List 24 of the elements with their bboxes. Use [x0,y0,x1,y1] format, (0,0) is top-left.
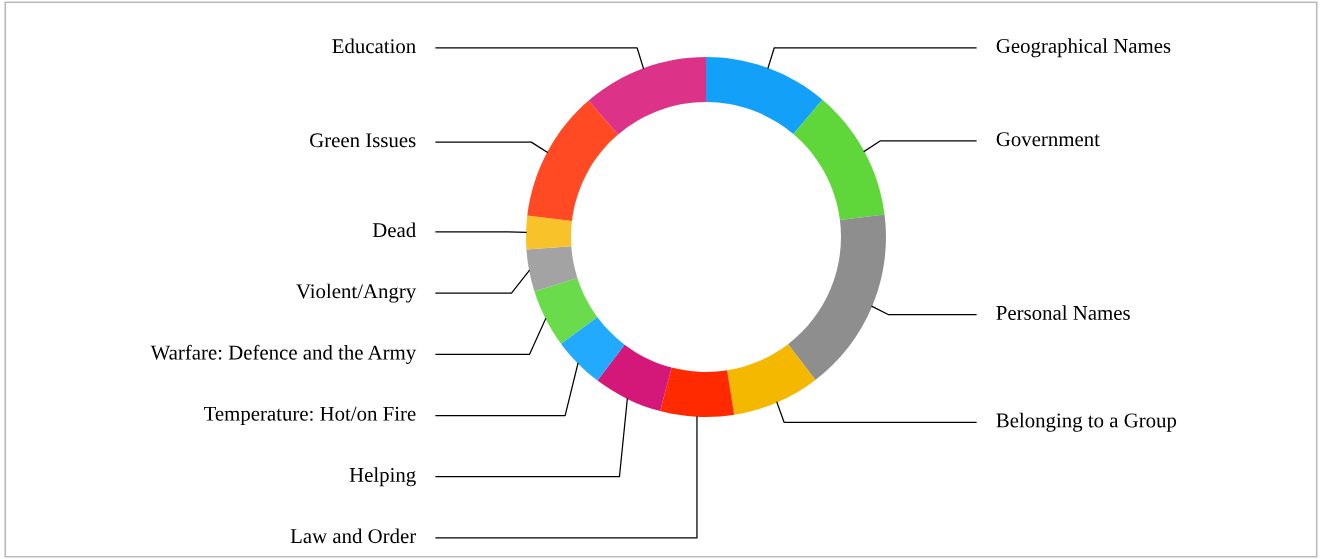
slice-label: Green Issues [310,133,416,148]
donut-slice [788,214,886,380]
slice-label: Geographical Names [996,38,1171,58]
slice-label: Violent/Angry [296,283,417,303]
donut-slice [727,344,816,415]
slice-label: Government [996,132,1100,147]
donut-slice [706,57,823,135]
slice-label: Education [332,38,416,54]
donut-slice [597,344,672,412]
slice-label: Belonging to a Group [996,412,1177,432]
slice-label: Helping [349,467,416,487]
slice-label: Warfare: Defence and the Army [150,344,417,364]
donut-slice [561,317,625,381]
slice-label: Temperature: Hot/on Fire [203,406,416,425]
slice-label: Dead [372,222,416,238]
donut-slice [660,367,735,417]
donut-slice [526,246,578,292]
slice-label: Personal Names [996,305,1130,320]
donut-slice [588,57,706,135]
donut-slice [534,277,598,344]
donut-slice [526,215,572,250]
donut-slice [527,100,618,221]
slice-label: Law and Order [290,528,417,544]
donut-slice [793,99,885,221]
